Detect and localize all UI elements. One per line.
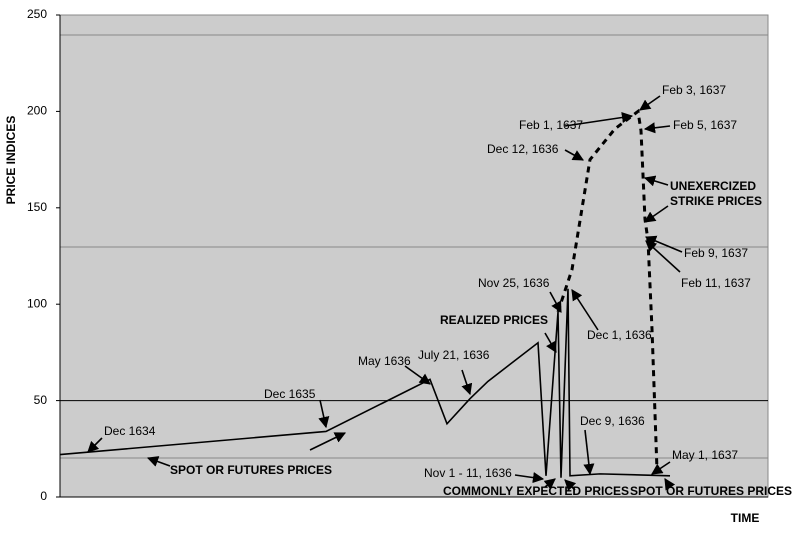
y-tick-label: 250	[27, 7, 47, 21]
annotation: Dec 12, 1636	[487, 142, 559, 156]
annotation-arrow	[564, 479, 577, 492]
y-tick-label: 100	[27, 296, 47, 310]
annotation-arrow	[549, 291, 562, 313]
plot-area	[59, 14, 769, 498]
annotation-arrow	[309, 432, 347, 451]
y-tick-label: 200	[27, 104, 47, 118]
annotation: SPOT OR FUTURES PRICES	[630, 484, 792, 498]
annotation-arrow	[514, 472, 545, 484]
annotation-arrow	[571, 289, 599, 331]
annotation: Nov 1 - 11, 1636	[424, 466, 512, 480]
annotation: July 21, 1636	[418, 348, 490, 362]
annotation-arrow	[643, 175, 669, 187]
annotation: Feb 11, 1637	[681, 276, 751, 290]
annotation: REALIZED PRICES	[440, 313, 548, 327]
annotation: Feb 1, 1637	[519, 118, 583, 132]
annotation: SPOT OR FUTURES PRICES	[170, 463, 332, 477]
annotation-arrow	[644, 205, 669, 223]
annotation-arrow	[645, 240, 681, 273]
annotation-arrow	[543, 478, 556, 490]
x-axis-title: TIME	[731, 511, 760, 525]
annotation-arrow	[146, 456, 171, 467]
annotation: Feb 9, 1637	[684, 246, 748, 260]
annotation: COMMONLY EXPECTED PRICES	[443, 484, 629, 498]
annotation: UNEXERCIZED	[670, 179, 756, 193]
annotation: STRIKE PRICES	[670, 194, 762, 208]
price-line	[59, 288, 671, 478]
y-axis-title: PRICE INDICES	[4, 116, 18, 205]
annotation-arrow	[318, 399, 330, 429]
annotation-arrow	[404, 365, 431, 385]
annotation-arrow	[639, 95, 661, 111]
annotation-arrow	[87, 437, 103, 453]
annotation: Dec 1634	[104, 424, 156, 438]
annotation: Dec 1, 1636	[587, 328, 652, 342]
annotation-arrow	[564, 149, 584, 161]
y-tick-label: 50	[34, 393, 48, 407]
annotation-arrow	[544, 332, 557, 353]
annotation-arrow	[583, 429, 595, 476]
annotation: May 1, 1637	[672, 448, 738, 462]
y-tick-label: 0	[40, 489, 47, 503]
annotation-arrow	[643, 122, 671, 134]
annotation-arrow	[664, 478, 676, 491]
y-tick-label: 150	[27, 200, 47, 214]
annotation: Feb 5, 1637	[673, 118, 737, 132]
annotation: Feb 3, 1637	[662, 83, 726, 97]
annotation-arrow	[651, 461, 671, 475]
annotation-arrow	[461, 369, 473, 396]
annotation-arrow	[564, 111, 634, 127]
annotation: Dec 1635	[264, 387, 316, 401]
annotation: May 1636	[358, 354, 411, 368]
annotation: Dec 9, 1636	[580, 414, 645, 428]
annotation: Nov 25, 1636	[478, 276, 550, 290]
price-line	[556, 108, 659, 471]
annotation-arrow	[644, 235, 683, 253]
